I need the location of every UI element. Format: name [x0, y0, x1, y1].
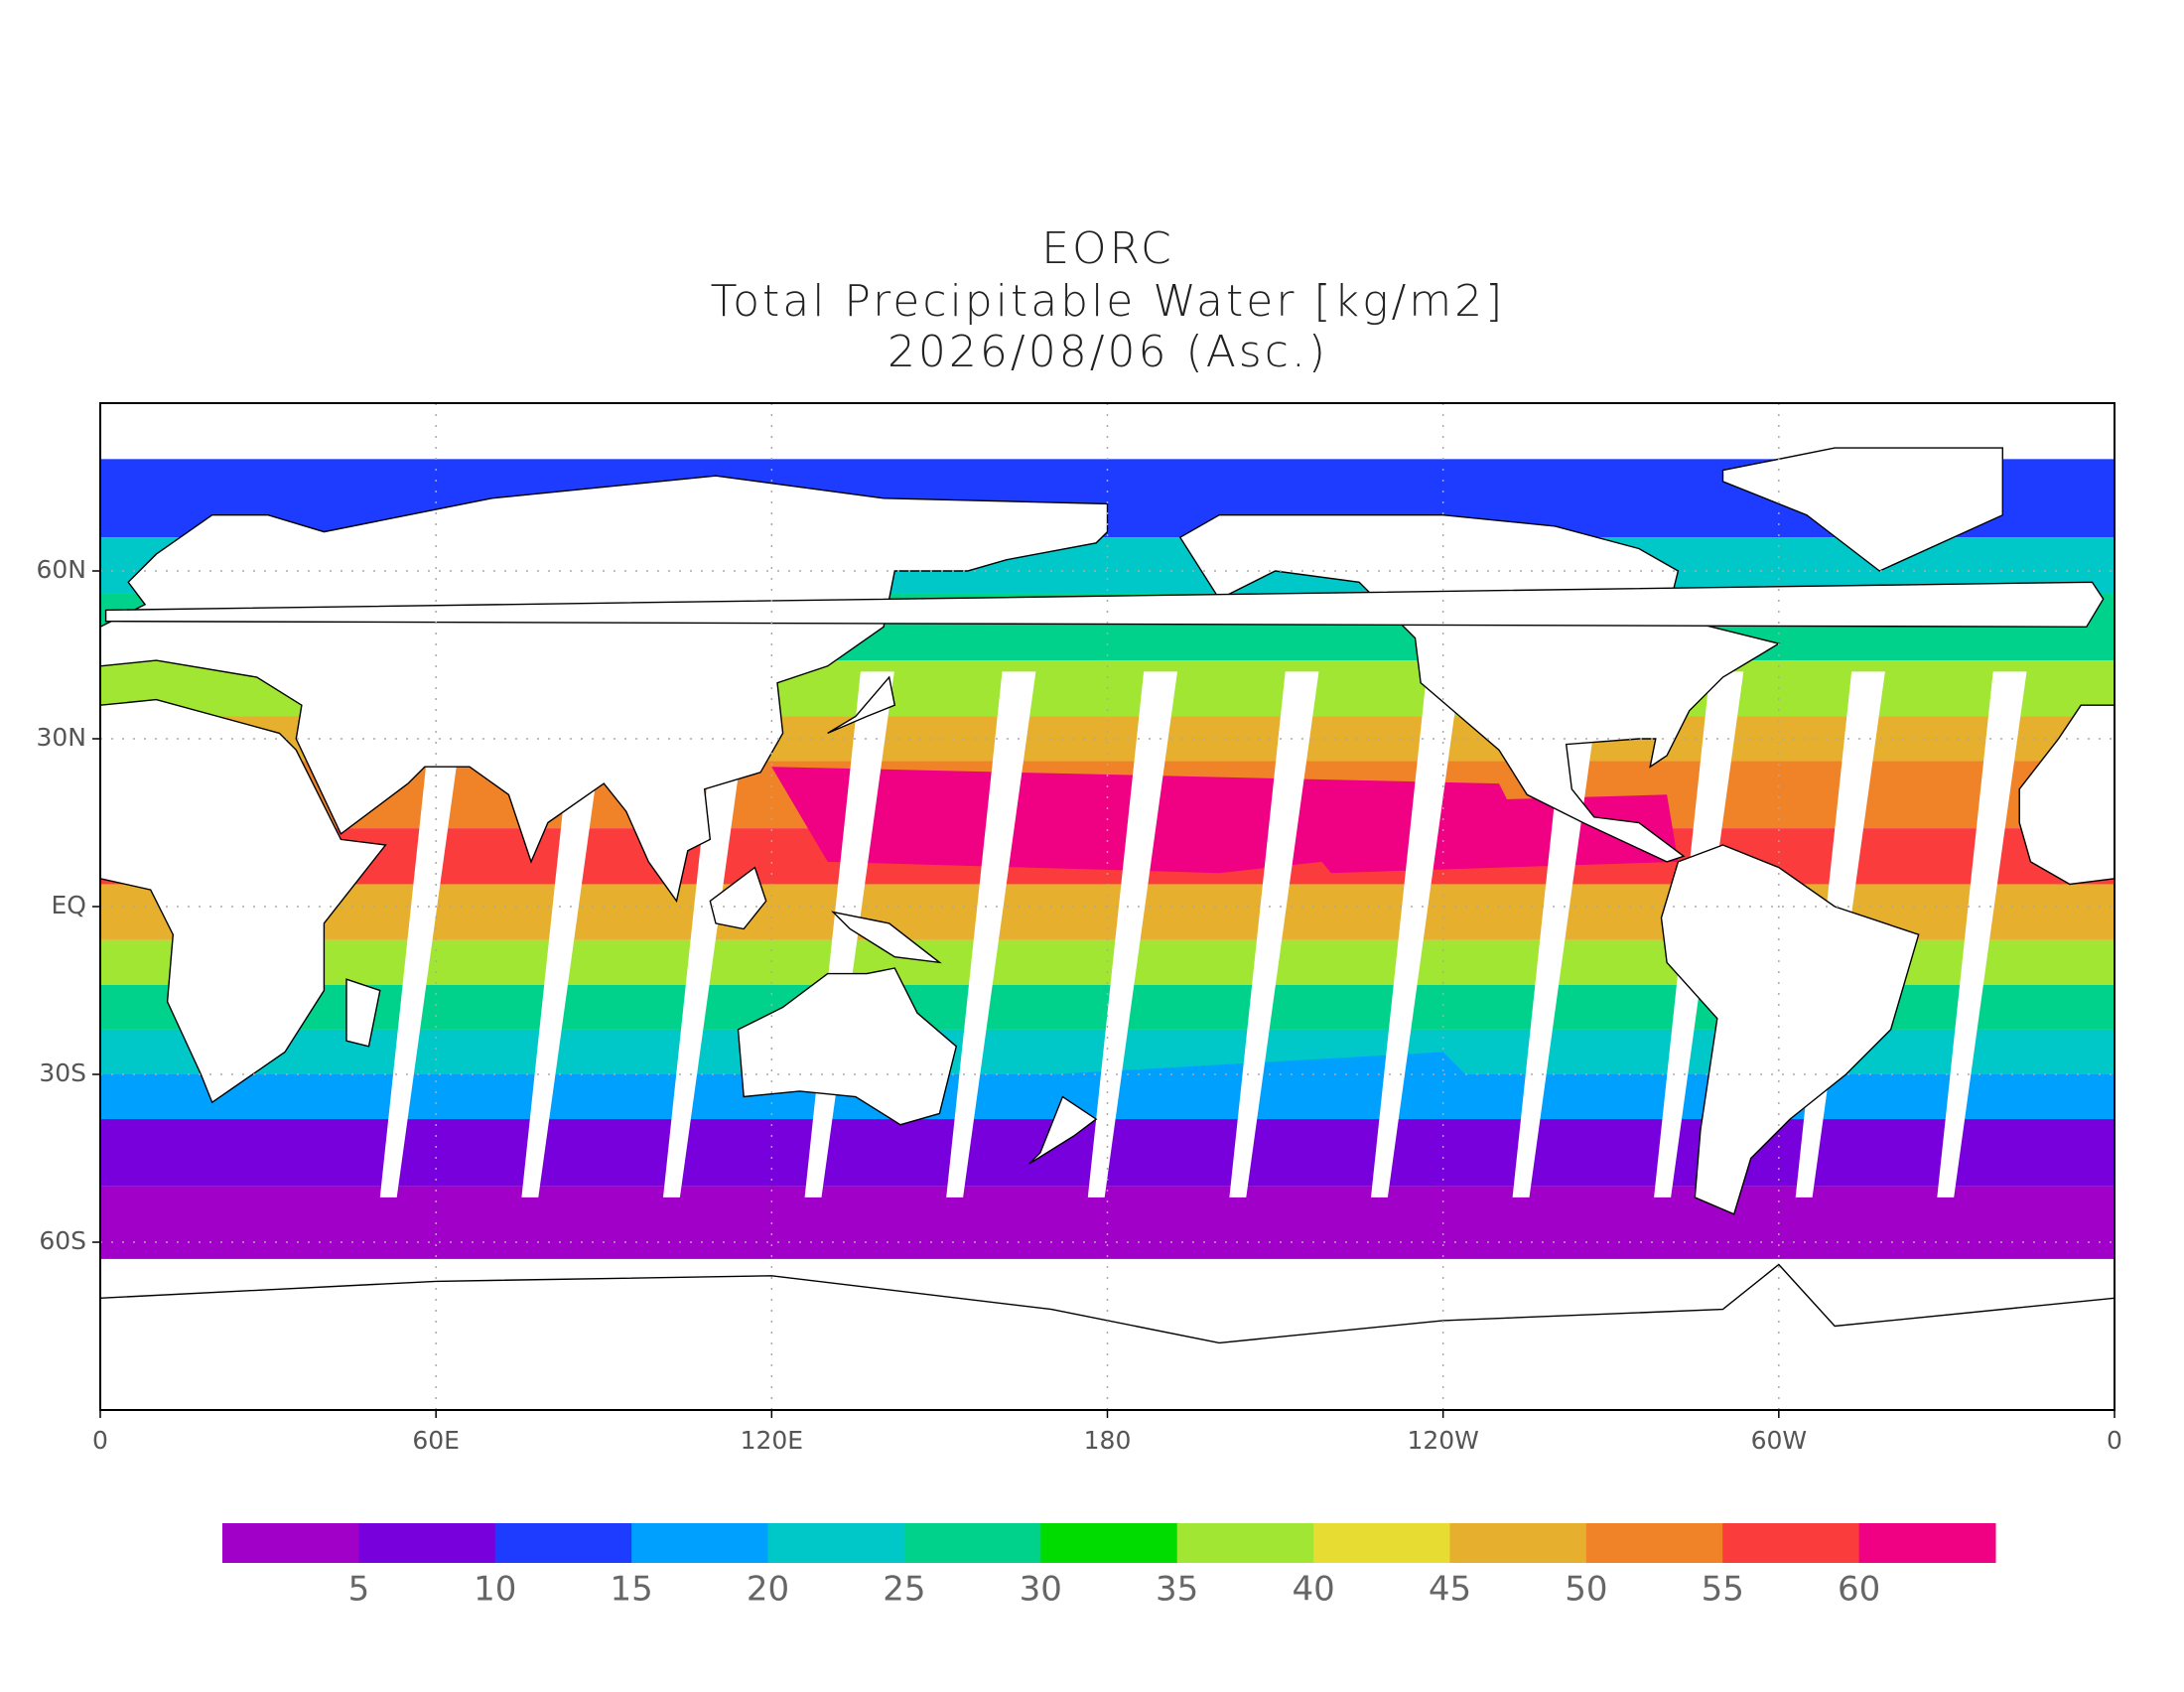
landmass: [100, 698, 387, 1104]
y-tick-label: 30N: [36, 723, 86, 752]
title-line: EORC: [1041, 223, 1174, 274]
colorbar-label: 10: [474, 1570, 516, 1610]
colorbar-label: 50: [1565, 1570, 1607, 1610]
x-tick-label: 0: [2107, 1426, 2122, 1455]
landmass: [1660, 844, 1920, 1215]
y-tick-label: 60S: [39, 1226, 86, 1255]
colorbar-swatch: [631, 1523, 769, 1563]
landmass: [2018, 704, 2115, 886]
swath-gap: [1229, 671, 1319, 1198]
colorbar-swatch: [1858, 1523, 1996, 1563]
y-tick-label: EQ: [52, 891, 86, 919]
colorbar-label: 15: [611, 1570, 653, 1610]
colorbar-swatch: [903, 1523, 1041, 1563]
colorbar-swatch: [1449, 1523, 1587, 1563]
swath-gap: [1087, 671, 1177, 1198]
colorbar-label: 25: [883, 1570, 925, 1610]
x-tick-label: 0: [92, 1426, 108, 1455]
colorbar-label: 30: [1020, 1570, 1062, 1610]
swath-gap: [663, 671, 753, 1198]
colorbar-label: 5: [348, 1570, 370, 1610]
field-patch: [939, 1052, 1499, 1120]
swath-gap: [1937, 671, 2027, 1198]
landmass: [1028, 1095, 1098, 1165]
x-tick-label: 120E: [741, 1426, 804, 1455]
colorbar-swatch: [358, 1523, 496, 1563]
map-area: [100, 447, 2115, 1410]
colorbar-swatch: [222, 1523, 359, 1563]
landmass: [100, 475, 1109, 904]
colorbar-swatch: [1722, 1523, 1860, 1563]
colorbar-swatch: [1313, 1523, 1450, 1563]
map-frame: [99, 402, 2116, 1411]
colorbar-swatch: [1040, 1523, 1178, 1563]
x-tick-label: 60W: [1751, 1426, 1808, 1455]
colorbar-label: 45: [1429, 1570, 1471, 1610]
landmass: [831, 911, 942, 964]
title-line: Total Precipitable Water [kg/m2]: [711, 276, 1506, 327]
y-tick-label: 60N: [36, 555, 86, 584]
colorbar-label: 35: [1156, 1570, 1198, 1610]
swath-gap: [521, 671, 612, 1198]
x-tick-label: 180: [1084, 1426, 1132, 1455]
x-tick-label: 120W: [1407, 1426, 1478, 1455]
title-line: 2026/08/06 (Asc.): [887, 327, 1328, 377]
x-tick-label: 60E: [412, 1426, 460, 1455]
colorbar-swatch: [1176, 1523, 1314, 1563]
colorbar-label: 60: [1838, 1570, 1880, 1610]
landmass: [1721, 447, 2004, 572]
landmass: [100, 1263, 2115, 1410]
colorbar-swatch: [1585, 1523, 1723, 1563]
y-tick-label: 30S: [39, 1058, 86, 1087]
colorbar-swatch: [494, 1523, 632, 1563]
colorbar-swatch: [767, 1523, 905, 1563]
landmass: [345, 978, 381, 1048]
swath-gap: [946, 671, 1036, 1198]
colorbar-label: 20: [747, 1570, 789, 1610]
landmass: [827, 675, 896, 735]
landmass: [709, 866, 767, 930]
colorbar-label: 40: [1292, 1570, 1334, 1610]
colorbar-label: 55: [1702, 1570, 1744, 1610]
swath-gap: [1371, 671, 1461, 1198]
landmass: [737, 967, 958, 1126]
swath-gap: [379, 671, 470, 1198]
